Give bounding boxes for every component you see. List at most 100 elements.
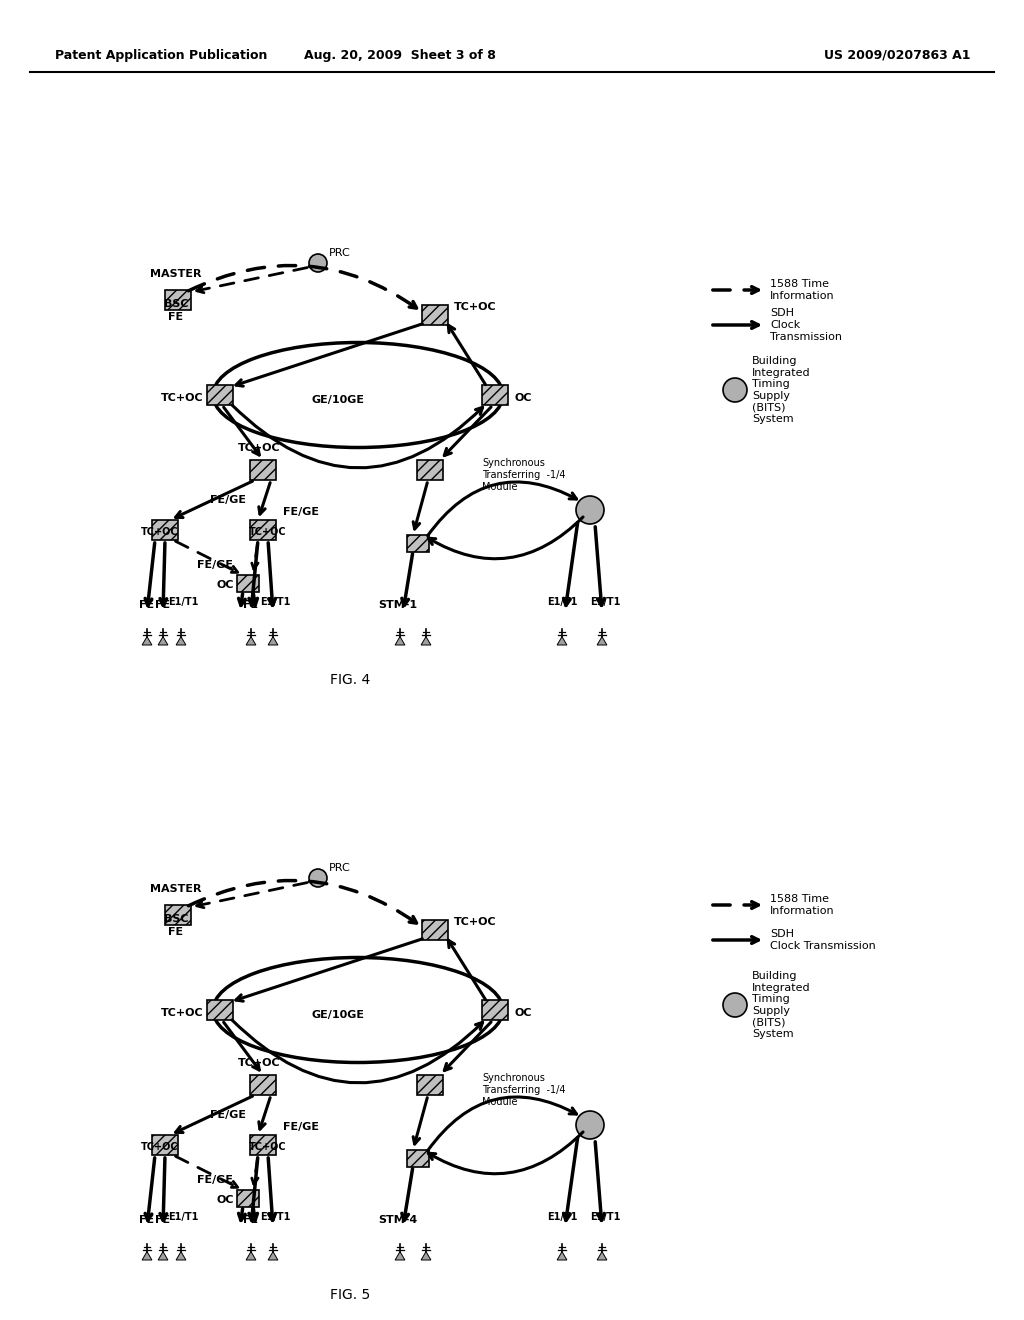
Bar xyxy=(417,459,443,480)
Bar xyxy=(407,535,429,552)
Polygon shape xyxy=(142,636,152,645)
Text: Building
Integrated
Timing
Supply
(BITS)
System: Building Integrated Timing Supply (BITS)… xyxy=(752,972,811,1039)
Polygon shape xyxy=(158,1251,168,1261)
Bar xyxy=(250,459,276,480)
Polygon shape xyxy=(421,1251,431,1261)
Text: FIG. 5: FIG. 5 xyxy=(330,1288,370,1302)
Text: PRC: PRC xyxy=(329,248,351,257)
Text: OC: OC xyxy=(216,1195,233,1205)
Text: Synchronous
Transferring  -1/4
Module: Synchronous Transferring -1/4 Module xyxy=(482,1073,565,1106)
Text: E1/T1: E1/T1 xyxy=(547,1212,578,1222)
Text: BSC: BSC xyxy=(164,300,188,309)
Circle shape xyxy=(575,496,604,524)
Text: FE: FE xyxy=(139,601,155,610)
Circle shape xyxy=(723,993,746,1016)
Polygon shape xyxy=(176,1251,186,1261)
Text: FE: FE xyxy=(244,1214,259,1225)
Text: TC+OC: TC+OC xyxy=(161,393,204,403)
Text: SDH
Clock
Transmission: SDH Clock Transmission xyxy=(770,309,842,342)
Circle shape xyxy=(723,378,746,403)
Text: GE/10GE: GE/10GE xyxy=(311,395,365,405)
Text: E1/T1: E1/T1 xyxy=(168,597,199,607)
Polygon shape xyxy=(246,636,256,645)
Text: TC+OC: TC+OC xyxy=(141,527,179,537)
Bar xyxy=(152,520,178,540)
Text: TC+OC: TC+OC xyxy=(141,1142,179,1152)
Text: E1/T1: E1/T1 xyxy=(547,597,578,607)
Text: 1588 Time
Information: 1588 Time Information xyxy=(770,894,835,916)
Text: E1/T1: E1/T1 xyxy=(168,1212,199,1222)
Text: FIG. 4: FIG. 4 xyxy=(330,673,370,686)
Text: FE: FE xyxy=(244,601,259,610)
Text: TC+OC: TC+OC xyxy=(161,1008,204,1018)
Text: OC: OC xyxy=(514,393,531,403)
Text: STM-1: STM-1 xyxy=(379,601,418,610)
Circle shape xyxy=(309,869,327,887)
Text: 1588 Time
Information: 1588 Time Information xyxy=(770,280,835,301)
Polygon shape xyxy=(268,1251,278,1261)
Bar xyxy=(165,906,191,925)
Bar xyxy=(250,1135,276,1155)
Text: PRC: PRC xyxy=(329,863,351,873)
Text: FE/GE: FE/GE xyxy=(283,507,319,517)
Polygon shape xyxy=(421,636,431,645)
Text: E1/T1: E1/T1 xyxy=(590,597,621,607)
Polygon shape xyxy=(395,636,404,645)
Polygon shape xyxy=(268,636,278,645)
Text: FE: FE xyxy=(139,1214,155,1225)
Text: US 2009/0207863 A1: US 2009/0207863 A1 xyxy=(823,49,970,62)
Text: STM-4: STM-4 xyxy=(379,1214,418,1225)
Polygon shape xyxy=(246,1251,256,1261)
Text: TC+OC: TC+OC xyxy=(238,444,281,453)
Text: MASTER: MASTER xyxy=(151,884,202,894)
Text: Aug. 20, 2009  Sheet 3 of 8: Aug. 20, 2009 Sheet 3 of 8 xyxy=(304,49,496,62)
Text: FE/GE: FE/GE xyxy=(197,560,233,570)
Text: OC: OC xyxy=(514,1008,531,1018)
Text: TC+OC: TC+OC xyxy=(249,527,287,537)
Polygon shape xyxy=(142,1251,152,1261)
Bar xyxy=(250,520,276,540)
Text: TC+OC: TC+OC xyxy=(238,1059,281,1068)
Text: E1/T1: E1/T1 xyxy=(590,1212,621,1222)
Bar xyxy=(152,1135,178,1155)
Text: BSC: BSC xyxy=(164,913,188,924)
Polygon shape xyxy=(395,1251,404,1261)
Text: Patent Application Publication: Patent Application Publication xyxy=(55,49,267,62)
Text: FE: FE xyxy=(168,312,183,322)
Bar xyxy=(237,574,259,591)
Text: FE/GE: FE/GE xyxy=(210,495,246,506)
Bar xyxy=(237,1189,259,1206)
Text: TC+OC: TC+OC xyxy=(454,917,497,927)
Text: FE/GE: FE/GE xyxy=(210,1110,246,1119)
Text: TC+OC: TC+OC xyxy=(454,302,497,312)
Bar xyxy=(250,1074,276,1096)
Bar xyxy=(482,385,508,405)
Text: E1/T1: E1/T1 xyxy=(260,597,290,607)
Text: FE/GE: FE/GE xyxy=(197,1175,233,1185)
Bar xyxy=(207,385,233,405)
Text: Building
Integrated
Timing
Supply
(BITS)
System: Building Integrated Timing Supply (BITS)… xyxy=(752,356,811,424)
Text: MASTER: MASTER xyxy=(151,269,202,279)
Bar xyxy=(422,920,449,940)
Bar xyxy=(165,290,191,310)
Polygon shape xyxy=(557,636,567,645)
Polygon shape xyxy=(597,1251,607,1261)
Circle shape xyxy=(575,1111,604,1139)
Text: SDH
Clock Transmission: SDH Clock Transmission xyxy=(770,929,876,950)
Polygon shape xyxy=(597,636,607,645)
Bar xyxy=(207,1001,233,1020)
Text: FE: FE xyxy=(168,927,183,937)
Text: OC: OC xyxy=(216,579,233,590)
Bar xyxy=(407,1150,429,1167)
Text: E1/T1: E1/T1 xyxy=(260,1212,290,1222)
Bar xyxy=(422,305,449,325)
Bar xyxy=(482,1001,508,1020)
Text: FE: FE xyxy=(156,1214,171,1225)
Text: TC+OC: TC+OC xyxy=(249,1142,287,1152)
Text: FE/GE: FE/GE xyxy=(283,1122,319,1133)
Circle shape xyxy=(309,253,327,272)
Polygon shape xyxy=(176,636,186,645)
Text: Synchronous
Transferring  -1/4
Module: Synchronous Transferring -1/4 Module xyxy=(482,458,565,491)
Polygon shape xyxy=(158,636,168,645)
Text: FE: FE xyxy=(156,601,171,610)
